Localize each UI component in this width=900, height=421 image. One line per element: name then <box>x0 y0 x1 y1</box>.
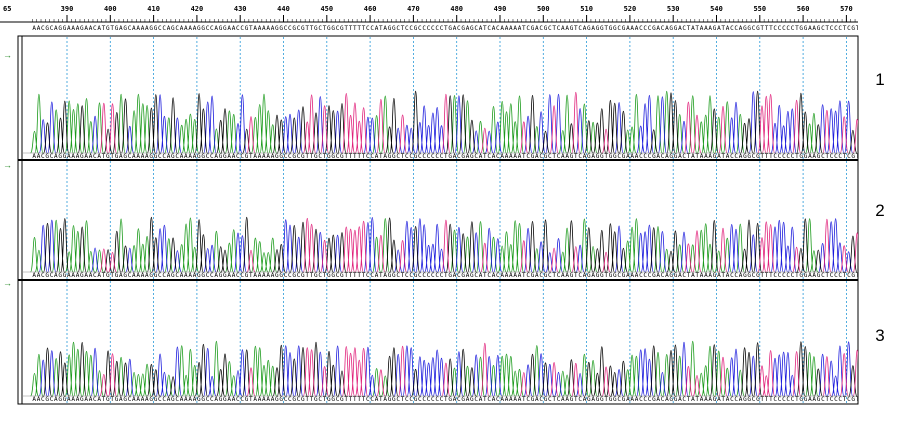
arrow: → <box>3 50 12 60</box>
ruler-tick-label: 460 <box>364 5 377 13</box>
reference-sequence: AACGCAGGAAAGAACATGTGAGCAAAAGGCCAGCAAAAGG… <box>32 25 885 32</box>
ruler-tick-label: 490 <box>494 5 507 13</box>
trace <box>99 217 858 273</box>
trace <box>43 341 858 397</box>
lane-sequence: AACGCAGGAAAGAACATGTGAGCAAAAGGCCAGCAAAAGG… <box>32 396 885 403</box>
trace <box>43 90 858 154</box>
lane-label: 1 <box>875 70 884 89</box>
trace <box>43 216 858 273</box>
lane-label: 3 <box>875 326 884 345</box>
ruler-tick-label: 510 <box>580 5 593 13</box>
trace <box>38 91 853 154</box>
trace <box>38 341 853 397</box>
trace <box>30 90 819 154</box>
ruler-tick-label: 520 <box>624 5 637 13</box>
trace <box>99 342 858 397</box>
ruler-tick-label: 550 <box>753 5 766 13</box>
labels: 390 400 410 420 430 440 450 460 470 480 490 500 510 5… <box>18 5 885 345</box>
lane-label: 2 <box>875 201 884 220</box>
ruler-tick-label: 560 <box>797 5 810 13</box>
ruler-tick-label: 410 <box>147 5 160 13</box>
ruler-tick-label: 420 <box>191 5 204 13</box>
trace <box>30 217 819 273</box>
content: AACGCAGGAAAGAACATGTGAGCAAAAGGCCAGCAAAAGG… <box>22 19 885 403</box>
ruler-tick-label: 400 <box>104 5 117 13</box>
ruler-tick-label: 500 <box>537 5 550 13</box>
ruler-tick-label: 480 <box>450 5 463 13</box>
ruler-tick-label: 450 <box>320 5 333 13</box>
arrow: → <box>3 278 12 288</box>
ruler-tick-label: 570 <box>840 5 853 13</box>
arrow: → <box>3 160 12 170</box>
ruler-tick-label: 540 <box>710 5 723 13</box>
ruler-tick-label: 430 <box>234 5 247 13</box>
ruler-tick-label: 470 <box>407 5 420 13</box>
ruler-label: 65 <box>3 5 11 13</box>
lane-sequence: AACGCAGGAAAGAACATGTGAGCAAAAGGCCAGCAAAAGG… <box>32 272 885 279</box>
trace <box>99 91 858 154</box>
trace <box>38 216 853 273</box>
ruler-tick-label: 390 <box>61 5 74 13</box>
lane-sequence: AACGCAGGAAAGAACATGTGAGCAAAAGGCCAGCAAAAGG… <box>32 153 885 160</box>
ruler-tick-label: 440 <box>277 5 290 13</box>
ruler-tick-label: 530 <box>667 5 680 13</box>
panel <box>17 35 859 405</box>
trace <box>30 340 819 397</box>
